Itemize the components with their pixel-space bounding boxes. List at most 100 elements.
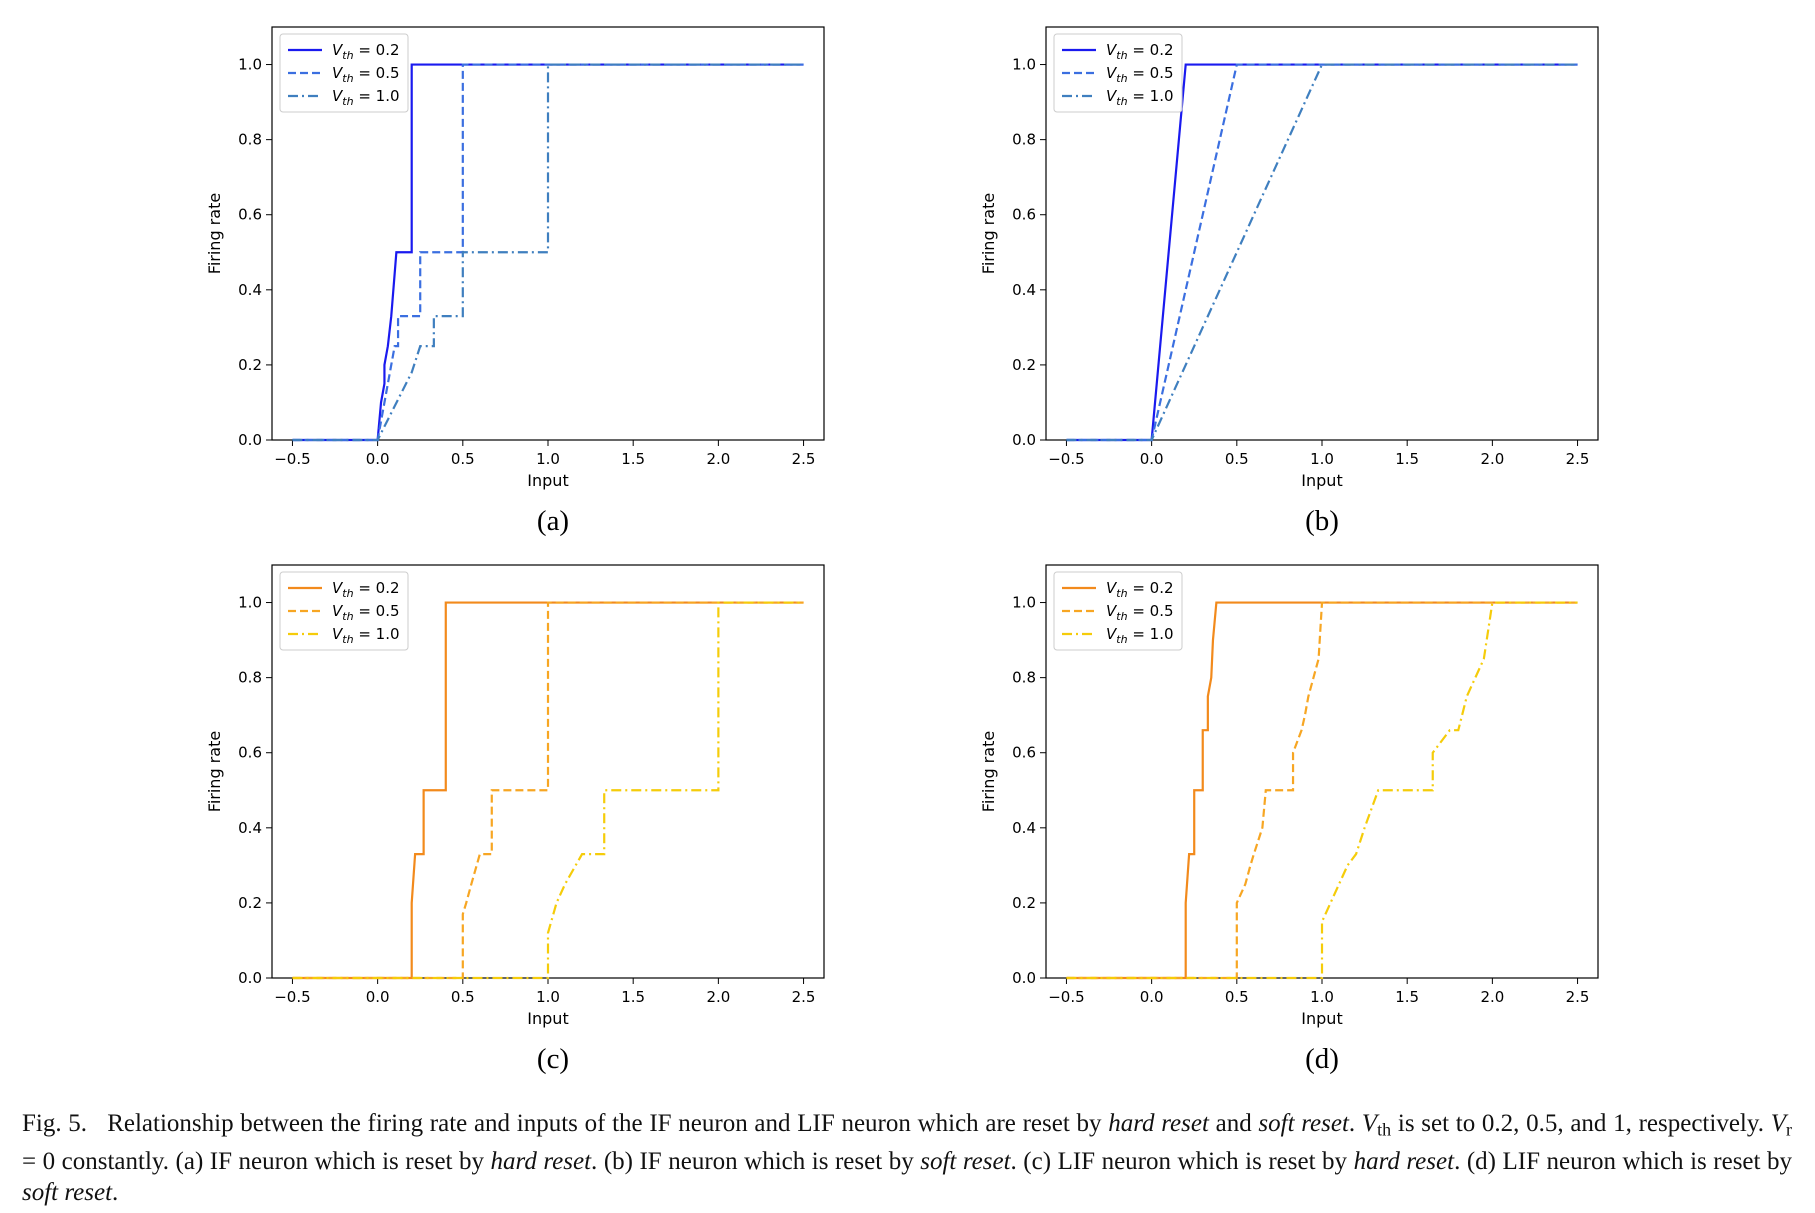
- y-tick-label: 0.0: [1012, 431, 1036, 449]
- caption-soft-reset: soft reset: [1258, 1110, 1349, 1137]
- x-tick-label: 0.0: [366, 450, 390, 468]
- caption-text-3: .: [1348, 1110, 1362, 1137]
- caption-vth-symbol: V: [1361, 1110, 1378, 1137]
- x-tick-label: 2.5: [792, 450, 816, 468]
- caption-text-2: and: [1208, 1110, 1259, 1137]
- y-axis-label: Firing rate: [979, 731, 998, 812]
- x-tick-label: 0.0: [1140, 988, 1164, 1006]
- x-tick-label: 2.0: [706, 988, 730, 1006]
- series-line-vth-0.2: [1066, 63, 1578, 442]
- y-tick-label: 1.0: [238, 56, 262, 74]
- legend-label: Vth = 0.5: [1106, 64, 1174, 85]
- figure-caption: Fig. 5. Relationship between the firing …: [22, 1108, 1792, 1208]
- legend-label: Vth = 0.5: [332, 64, 400, 85]
- y-tick-label: 0.0: [1012, 969, 1036, 987]
- caption-text-8: . (d) LIF neuron which is reset by: [1454, 1147, 1792, 1175]
- y-axis-label: Firing rate: [205, 731, 224, 812]
- x-tick-label: 1.5: [1395, 988, 1419, 1006]
- x-tick-label: 1.5: [621, 988, 645, 1006]
- series-line-vth-1.0: [1066, 63, 1578, 442]
- legend-label: Vth = 0.5: [1106, 602, 1174, 623]
- y-tick-label: 0.8: [1012, 669, 1036, 687]
- legend-box: [1053, 33, 1183, 113]
- y-tick-label: 0.2: [1012, 894, 1036, 912]
- chart-panel-d: −0.5 0.0 0.5 1.0 1.5 2.0 2.5 0.0 0.2 0.4 0.6 0.8 1.0…: [979, 564, 1599, 1028]
- y-axis-label: Firing rate: [205, 193, 224, 274]
- legend-label: Vth = 1.0: [332, 87, 400, 108]
- y-tick-label: 0.4: [1012, 819, 1036, 837]
- y-tick-label: 0.6: [238, 206, 262, 224]
- caption-hard-reset: hard reset: [1108, 1110, 1209, 1137]
- series-line-vth-0.2: [292, 63, 804, 442]
- y-tick-label: 0.2: [238, 356, 262, 374]
- x-tick-label: 2.0: [1480, 988, 1504, 1006]
- x-tick-label: 0.5: [1225, 450, 1249, 468]
- series-line-vth-1.0: [292, 63, 804, 442]
- legend-label: Vth = 0.2: [332, 41, 400, 62]
- x-tick-label: 0.0: [1140, 450, 1164, 468]
- x-tick-label: −0.5: [274, 450, 310, 468]
- y-tick-label: 0.6: [1012, 206, 1036, 224]
- caption-hard-reset-a: hard reset: [490, 1147, 592, 1175]
- chart-panel-b: −0.5 0.0 0.5 1.0 1.5 2.0 2.5 0.0 0.2 0.4 0.6 0.8 1.0…: [979, 26, 1599, 490]
- caption-text-9: .: [112, 1178, 119, 1206]
- panel-label-c: (c): [537, 1043, 569, 1075]
- x-tick-label: 1.0: [1310, 988, 1334, 1006]
- x-tick-label: 0.5: [451, 450, 475, 468]
- x-axis-label: Input: [527, 471, 568, 490]
- caption-vth-subscript: th: [1377, 1119, 1392, 1140]
- legend-label: Vth = 1.0: [1106, 87, 1174, 108]
- x-tick-label: 0.5: [451, 988, 475, 1006]
- x-tick-label: −0.5: [1048, 450, 1084, 468]
- x-axis-label: Input: [527, 1009, 568, 1028]
- legend-label: Vth = 0.2: [332, 579, 400, 600]
- x-tick-label: 2.5: [1566, 988, 1590, 1006]
- x-tick-label: 1.5: [621, 450, 645, 468]
- y-tick-label: 0.8: [1012, 131, 1036, 149]
- y-tick-label: 0.8: [238, 669, 262, 687]
- panel-label-b: (b): [1305, 505, 1339, 537]
- y-tick-label: 0.6: [238, 744, 262, 762]
- y-tick-label: 0.8: [238, 131, 262, 149]
- x-tick-label: 2.0: [706, 450, 730, 468]
- panel-label-a: (a): [537, 505, 569, 537]
- x-tick-label: 2.5: [1566, 450, 1590, 468]
- y-tick-label: 1.0: [1012, 594, 1036, 612]
- caption-lead: Fig. 5.: [22, 1110, 88, 1137]
- chart-panel-a: −0.5 0.0 0.5 1.0 1.5 2.0 2.5 0.0 0.2 0.4 0.6 0.8 1.0…: [205, 26, 825, 490]
- series-line-vth-0.5: [292, 63, 804, 442]
- caption-hard-reset-c: hard reset: [1353, 1147, 1455, 1175]
- x-axis-label: Input: [1301, 471, 1342, 490]
- legend-label: Vth = 1.0: [1106, 625, 1174, 646]
- y-tick-label: 0.0: [238, 969, 262, 987]
- legend-box: [279, 33, 409, 113]
- x-tick-label: 1.0: [536, 450, 560, 468]
- series-line-vth-0.2: [1066, 601, 1578, 980]
- caption-text-1: Relationship between the firing rate and…: [107, 1110, 1109, 1137]
- y-tick-label: 0.2: [1012, 356, 1036, 374]
- y-tick-label: 0.2: [238, 894, 262, 912]
- caption-text-5: = 0 constantly. (a) IF neuron which is r…: [22, 1147, 491, 1175]
- x-tick-label: 2.5: [792, 988, 816, 1006]
- caption-soft-reset-d: soft reset: [22, 1178, 113, 1206]
- legend-box: [279, 571, 409, 651]
- caption-text-6: . (b) IF neuron which is reset by: [591, 1147, 921, 1175]
- series-line-vth-0.2: [292, 601, 804, 980]
- chart-panel-c: −0.5 0.0 0.5 1.0 1.5 2.0 2.5 0.0 0.2 0.4 0.6 0.8 1.0…: [205, 564, 825, 1028]
- series-line-vth-0.5: [1066, 601, 1578, 980]
- legend-label: Vth = 0.2: [1106, 579, 1174, 600]
- legend-label: Vth = 1.0: [332, 625, 400, 646]
- series-line-vth-0.5: [292, 601, 804, 980]
- series-line-vth-0.5: [1066, 63, 1578, 442]
- y-tick-label: 0.6: [1012, 744, 1036, 762]
- caption-text-7: . (c) LIF neuron which is reset by: [1010, 1147, 1354, 1175]
- legend-label: Vth = 0.2: [1106, 41, 1174, 62]
- legend-label: Vth = 0.5: [332, 602, 400, 623]
- y-axis-label: Firing rate: [979, 193, 998, 274]
- x-tick-label: 1.5: [1395, 450, 1419, 468]
- caption-vr-symbol: V: [1770, 1110, 1786, 1137]
